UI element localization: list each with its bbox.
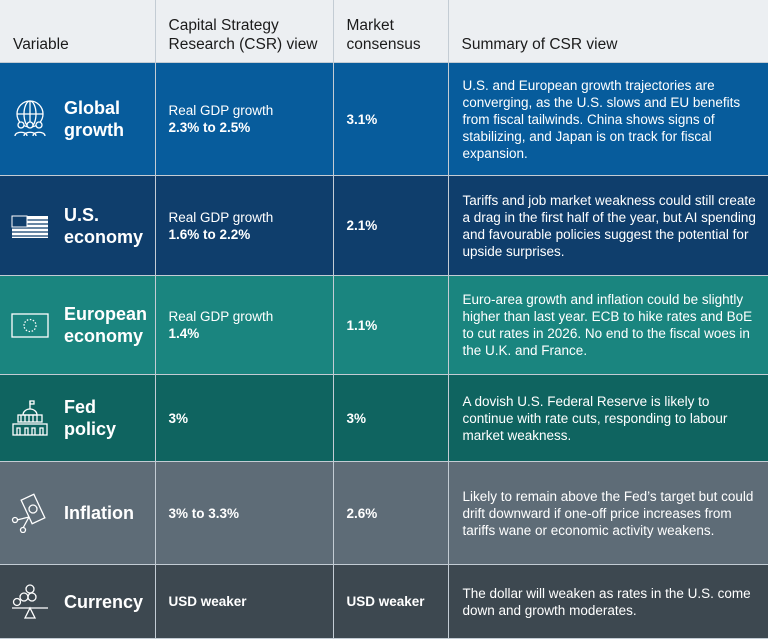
header-csr-view: Capital Strategy Research (CSR) view bbox=[154, 0, 334, 63]
csr-view-cell: Real GDP growth 1.4% bbox=[154, 275, 334, 375]
summary-cell: The dollar will weaken as rates in the U… bbox=[447, 564, 768, 639]
summary-cell: Tariffs and job market weakness could st… bbox=[447, 175, 768, 276]
summary-cell: Euro-area growth and inflation could be … bbox=[447, 275, 768, 375]
variable-cell: Global growth bbox=[0, 62, 156, 176]
capitol-building-icon bbox=[10, 398, 50, 438]
variable-cell: European economy bbox=[0, 275, 156, 375]
csr-view-cell: Real GDP growth 1.6% to 2.2% bbox=[154, 175, 334, 276]
csr-value: 1.6% to 2.2% bbox=[168, 226, 251, 242]
table-row-u-s-economy: U.S. economy Real GDP growth 1.6% to 2.2… bbox=[0, 175, 768, 276]
consensus-cell: 1.1% bbox=[332, 275, 449, 375]
eu-flag-icon bbox=[10, 305, 50, 345]
table-row-fed-policy: Fed policy 3% 3% A dovish U.S. Federal R… bbox=[0, 374, 768, 462]
header-row: Variable Capital Strategy Research (CSR)… bbox=[0, 0, 768, 63]
csr-view-cell: 3% to 3.3% bbox=[154, 461, 334, 565]
variable-cell: U.S. economy bbox=[0, 175, 156, 276]
header-market-consensus: Market consensus bbox=[332, 0, 449, 63]
globe-people-icon bbox=[10, 99, 50, 139]
consensus-cell: USD weaker bbox=[332, 564, 449, 639]
consensus-cell: 3.1% bbox=[332, 62, 449, 176]
csr-value: 1.4% bbox=[168, 326, 200, 341]
header-variable: Variable bbox=[0, 0, 156, 63]
variable-cell: Fed policy bbox=[0, 374, 156, 462]
summary-cell: U.S. and European growth trajectories ar… bbox=[447, 62, 768, 176]
variable-name: U.S. economy bbox=[64, 204, 144, 247]
consensus-cell: 3% bbox=[332, 374, 449, 462]
table-row-currency: Currency USD weaker USD weaker The dolla… bbox=[0, 564, 768, 639]
variable-name: Fed policy bbox=[64, 397, 117, 439]
csr-view-cell: Real GDP growth 2.3% to 2.5% bbox=[154, 62, 334, 176]
summary-cell: A dovish U.S. Federal Reserve is likely … bbox=[447, 374, 768, 462]
variable-name: Global growth bbox=[64, 98, 124, 140]
csr-label: Real GDP growth bbox=[168, 309, 274, 324]
csr-view-cell: 3% bbox=[154, 374, 334, 462]
csr-label: Real GDP growth bbox=[168, 209, 274, 225]
variable-name: Currency bbox=[64, 591, 144, 612]
consensus-cell: 2.6% bbox=[332, 461, 449, 565]
table-row-european-economy: European economy Real GDP growth 1.4% 1.… bbox=[0, 275, 768, 375]
csr-label: Real GDP growth bbox=[168, 103, 274, 118]
us-flag-icon bbox=[10, 206, 50, 246]
table-row-global-growth: Global growth Real GDP growth 2.3% to 2.… bbox=[0, 62, 768, 176]
variable-name: Inflation bbox=[64, 503, 134, 523]
cut-dollar-bill-icon bbox=[10, 493, 50, 534]
currency-balance-icon bbox=[10, 582, 50, 622]
csr-value: 3% bbox=[168, 410, 189, 426]
csr-view-cell: USD weaker bbox=[154, 564, 334, 639]
summary-cell: Likely to remain above the Fed’s target … bbox=[447, 461, 768, 565]
csr-value: USD weaker bbox=[168, 594, 247, 609]
csr-value: 3% to 3.3% bbox=[168, 505, 240, 521]
variable-cell: Inflation bbox=[0, 461, 156, 565]
table-row-inflation: Inflation 3% to 3.3% 2.6% Likely to rema… bbox=[0, 461, 768, 565]
csr-value: 2.3% to 2.5% bbox=[168, 120, 251, 135]
variable-name: European economy bbox=[64, 304, 148, 346]
variable-cell: Currency bbox=[0, 564, 156, 639]
consensus-cell: 2.1% bbox=[332, 175, 449, 276]
header-summary: Summary of CSR view bbox=[447, 0, 768, 63]
